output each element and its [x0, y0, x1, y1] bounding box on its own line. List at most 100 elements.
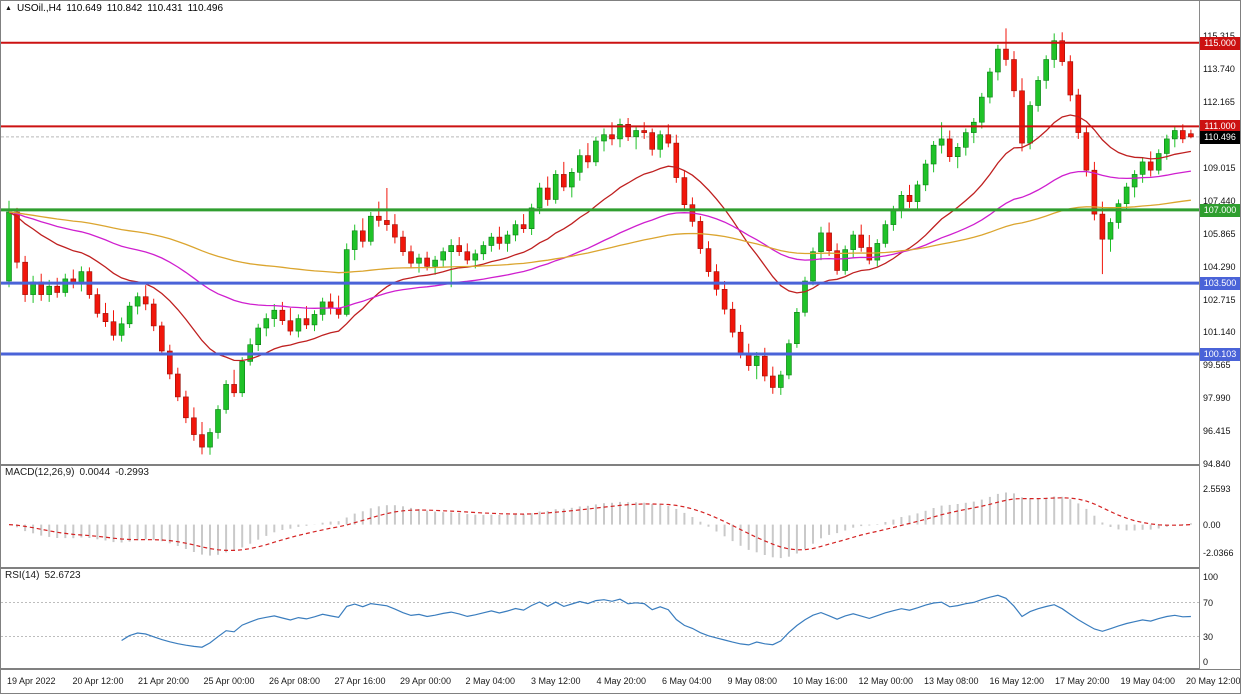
ma-fast-line[interactable] [8, 114, 1192, 362]
candle-body[interactable] [271, 309, 278, 319]
candle-body[interactable] [1099, 213, 1106, 240]
candle-body[interactable] [609, 134, 615, 140]
candle-body[interactable] [657, 134, 664, 150]
candle-body[interactable] [1172, 130, 1178, 140]
candle-body[interactable] [1059, 40, 1065, 62]
candle-body[interactable] [1019, 90, 1025, 144]
candle-body[interactable] [1075, 94, 1082, 133]
candle-body[interactable] [295, 318, 302, 332]
candle-body[interactable] [520, 224, 527, 230]
candle-body[interactable] [946, 138, 953, 157]
candle-body[interactable] [1003, 48, 1009, 60]
candle-body[interactable] [713, 271, 720, 290]
candle-body[interactable] [528, 207, 535, 229]
candle-body[interactable] [794, 311, 800, 344]
candle-body[interactable] [665, 134, 672, 144]
candle-body[interactable] [697, 221, 704, 249]
candle-body[interactable] [560, 174, 567, 188]
candle-body[interactable] [488, 236, 495, 246]
rsi-indicator-panel[interactable]: RSI(14) 52.6723 [1, 569, 1199, 669]
candle-body[interactable] [392, 224, 398, 238]
candle-body[interactable] [1027, 105, 1033, 144]
chart-shift-triangle-icon[interactable]: ▲ [5, 4, 12, 12]
candle-body[interactable] [496, 236, 503, 244]
candle-body[interactable] [786, 343, 792, 376]
candle-body[interactable] [375, 215, 382, 221]
candle-body[interactable] [22, 261, 28, 295]
candle-body[interactable] [882, 224, 889, 244]
candle-body[interactable] [1091, 169, 1098, 215]
candle-body[interactable] [14, 211, 20, 263]
candle-body[interactable] [938, 138, 945, 146]
candle-body[interactable] [175, 373, 181, 398]
candle-body[interactable] [448, 245, 455, 252]
candle-body[interactable] [802, 280, 808, 313]
candle-body[interactable] [54, 285, 61, 293]
candle-body[interactable] [1123, 186, 1130, 205]
candle-body[interactable] [954, 147, 961, 158]
candle-body[interactable] [1115, 203, 1122, 223]
macd-indicator-panel[interactable]: MACD(12,26,9) 0.0044 -0.2993 [1, 466, 1199, 568]
candle-body[interactable] [102, 313, 109, 322]
candle-body[interactable] [199, 434, 205, 448]
candle-body[interactable] [737, 331, 744, 354]
candle-body[interactable] [46, 285, 53, 295]
candle-body[interactable] [777, 374, 784, 388]
candle-body[interactable] [1131, 174, 1138, 188]
candle-body[interactable] [367, 215, 374, 242]
candle-body[interactable] [62, 278, 69, 293]
candle-body[interactable] [922, 163, 929, 186]
candle-body[interactable] [576, 155, 583, 173]
candle-body[interactable] [400, 236, 406, 253]
candle-body[interactable] [625, 124, 631, 138]
candle-body[interactable] [818, 232, 824, 252]
candle-body[interactable] [681, 177, 688, 206]
candle-body[interactable] [1011, 59, 1017, 92]
candle-body[interactable] [440, 251, 447, 261]
candle-body[interactable] [601, 134, 607, 142]
candle-body[interactable] [126, 305, 133, 325]
candle-body[interactable] [842, 249, 849, 271]
candle-body[interactable] [416, 257, 422, 264]
candle-body[interactable] [167, 350, 173, 375]
candle-body[interactable] [1067, 61, 1074, 96]
candle-body[interactable] [890, 209, 897, 225]
candle-body[interactable] [472, 253, 479, 261]
candle-body[interactable] [6, 211, 12, 282]
panel-separator-time[interactable] [1, 668, 1240, 670]
candle-body[interactable] [810, 251, 816, 282]
candle-body[interactable] [761, 355, 768, 377]
candle-body[interactable] [962, 132, 969, 148]
candle-body[interactable] [142, 296, 149, 305]
candle-body[interactable] [480, 245, 487, 255]
candle-body[interactable] [858, 234, 865, 248]
candle-body[interactable] [834, 250, 840, 271]
candle-body[interactable] [633, 130, 639, 138]
candle-body[interactable] [1043, 59, 1049, 81]
candle-body[interactable] [359, 230, 366, 242]
candle-body[interactable] [898, 195, 905, 211]
candle-body[interactable] [1164, 138, 1170, 154]
candle-body[interactable] [874, 243, 881, 261]
candle-body[interactable] [987, 71, 993, 98]
candle-body[interactable] [94, 294, 101, 314]
panel-separator-macd[interactable] [1, 464, 1240, 466]
candle-body[interactable] [191, 417, 197, 435]
candle-body[interactable] [183, 396, 189, 419]
candle-body[interactable] [1051, 40, 1057, 60]
candle-body[interactable] [585, 155, 591, 163]
candle-body[interactable] [223, 384, 229, 410]
candle-body[interactable] [1139, 161, 1146, 175]
candle-body[interactable] [641, 130, 648, 133]
candle-body[interactable] [134, 296, 141, 307]
candle-body[interactable] [311, 314, 318, 326]
candle-body[interactable] [279, 309, 286, 322]
candle-body[interactable] [552, 174, 559, 200]
rsi-line[interactable] [121, 594, 1191, 648]
candle-body[interactable] [866, 247, 873, 261]
candle-body[interactable] [287, 320, 294, 332]
ma-slow-line[interactable] [8, 199, 1191, 274]
candle-body[interactable] [721, 288, 728, 310]
candle-body[interactable] [1035, 80, 1041, 106]
candle-body[interactable] [335, 307, 342, 315]
